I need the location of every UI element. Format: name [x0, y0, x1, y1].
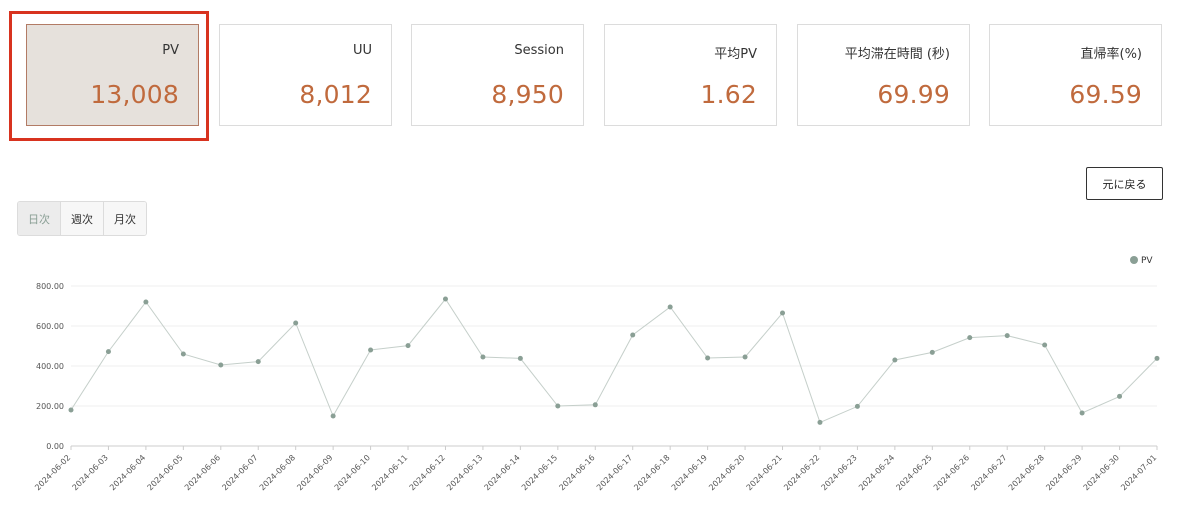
metric-label: 直帰率(%) — [1080, 47, 1143, 62]
x-tick-label: 2024-06-17 — [595, 453, 634, 492]
data-point — [1079, 410, 1085, 416]
pv-line-chart: 0.00200.00400.00600.00800.002024-06-0220… — [33, 256, 1160, 492]
x-tick-label: 2024-06-11 — [370, 453, 409, 492]
data-point — [1154, 355, 1160, 361]
data-point — [705, 355, 711, 361]
metric-value: 8,012 — [299, 80, 372, 109]
metric-card-session[interactable]: Session 8,950 — [411, 24, 584, 126]
x-tick-label: 2024-06-28 — [1007, 453, 1046, 492]
series-line — [70, 298, 1158, 424]
metric-label: UU — [352, 43, 372, 58]
x-tick-label: 2024-06-29 — [1044, 453, 1083, 492]
data-point — [517, 355, 523, 361]
data-point — [68, 407, 74, 413]
x-tick-label: 2024-06-02 — [33, 453, 72, 492]
x-tick-label: 2024-06-13 — [445, 453, 484, 492]
metric-value: 69.99 — [877, 80, 950, 109]
metric-card-avg-time[interactable]: 平均滞在時間 (秒) 69.99 — [797, 24, 970, 126]
metric-card-avg-pv[interactable]: 平均PV 1.62 — [604, 24, 777, 126]
back-button[interactable]: 元に戻る — [1086, 167, 1163, 200]
x-tick-label: 2024-06-07 — [220, 453, 259, 492]
metric-value: 8,950 — [491, 80, 564, 109]
data-point — [667, 304, 673, 310]
data-point — [630, 332, 636, 338]
x-tick-label: 2024-06-26 — [932, 453, 971, 492]
metric-value: 69.59 — [1069, 80, 1142, 109]
x-tick-label: 2024-06-16 — [557, 453, 596, 492]
y-tick-label: 200.00 — [36, 402, 64, 411]
range-tab-group: 日次 週次 月次 — [17, 201, 147, 236]
tab-weekly[interactable]: 週次 — [61, 202, 104, 235]
x-tick-label: 2024-06-19 — [670, 453, 709, 492]
data-point — [854, 403, 860, 409]
tab-monthly[interactable]: 月次 — [104, 202, 146, 235]
data-point — [293, 320, 299, 326]
data-point — [592, 402, 598, 408]
data-point — [405, 343, 411, 349]
x-tick-label: 2024-06-12 — [408, 453, 447, 492]
x-tick-label: 2024-06-21 — [745, 453, 784, 492]
data-point — [742, 354, 748, 360]
x-tick-label: 2024-06-06 — [183, 453, 222, 492]
x-tick-label: 2024-06-08 — [258, 453, 297, 492]
metric-card-pv[interactable]: PV 13,008 — [26, 24, 199, 126]
data-point — [255, 359, 261, 365]
x-tick-label: 2024-06-09 — [295, 453, 334, 492]
metric-label: PV — [162, 43, 179, 58]
x-tick-label: 2024-06-05 — [146, 453, 185, 492]
data-point — [180, 351, 186, 357]
x-tick-label: 2024-06-24 — [857, 453, 896, 492]
data-point — [967, 335, 973, 341]
y-tick-label: 400.00 — [36, 362, 64, 371]
x-tick-label: 2024-06-14 — [483, 453, 522, 492]
data-point — [368, 347, 374, 353]
y-tick-label: 800.00 — [36, 282, 64, 291]
data-point — [143, 299, 149, 305]
x-tick-label: 2024-06-25 — [894, 453, 933, 492]
selection-highlight — [9, 11, 209, 141]
y-tick-label: 0.00 — [46, 442, 64, 451]
x-tick-label: 2024-06-23 — [820, 453, 859, 492]
x-tick-label: 2024-06-04 — [108, 453, 147, 492]
metric-label: 平均滞在時間 (秒) — [844, 47, 950, 62]
x-tick-label: 2024-06-18 — [632, 453, 671, 492]
x-tick-label: 2024-06-30 — [1082, 453, 1121, 492]
data-point — [817, 419, 823, 425]
data-point — [892, 357, 898, 363]
data-point — [330, 413, 336, 419]
metric-label: Session — [514, 43, 564, 58]
metric-card-uu[interactable]: UU 8,012 — [219, 24, 392, 126]
x-tick-label: 2024-06-15 — [520, 453, 559, 492]
data-point — [218, 362, 224, 368]
data-point — [929, 349, 935, 355]
data-point — [780, 310, 786, 316]
metric-value: 13,008 — [90, 80, 179, 109]
x-tick-label: 2024-07-01 — [1119, 453, 1158, 492]
data-point — [1004, 333, 1010, 339]
tab-daily[interactable]: 日次 — [18, 202, 61, 235]
x-tick-label: 2024-06-27 — [969, 453, 1008, 492]
x-tick-label: 2024-06-10 — [333, 453, 372, 492]
legend-marker — [1130, 256, 1138, 264]
metric-value: 1.62 — [700, 80, 757, 109]
data-point — [105, 349, 111, 355]
data-point — [480, 354, 486, 360]
data-point — [442, 296, 448, 302]
data-point — [555, 403, 561, 409]
metric-card-bounce-rate[interactable]: 直帰率(%) 69.59 — [989, 24, 1162, 126]
data-point — [1117, 393, 1123, 399]
legend-label: PV — [1141, 256, 1153, 266]
y-tick-label: 600.00 — [36, 322, 64, 331]
x-tick-label: 2024-06-20 — [707, 453, 746, 492]
x-tick-label: 2024-06-22 — [782, 453, 821, 492]
metric-label: 平均PV — [714, 47, 757, 62]
x-tick-label: 2024-06-03 — [71, 453, 110, 492]
data-point — [1042, 342, 1048, 348]
